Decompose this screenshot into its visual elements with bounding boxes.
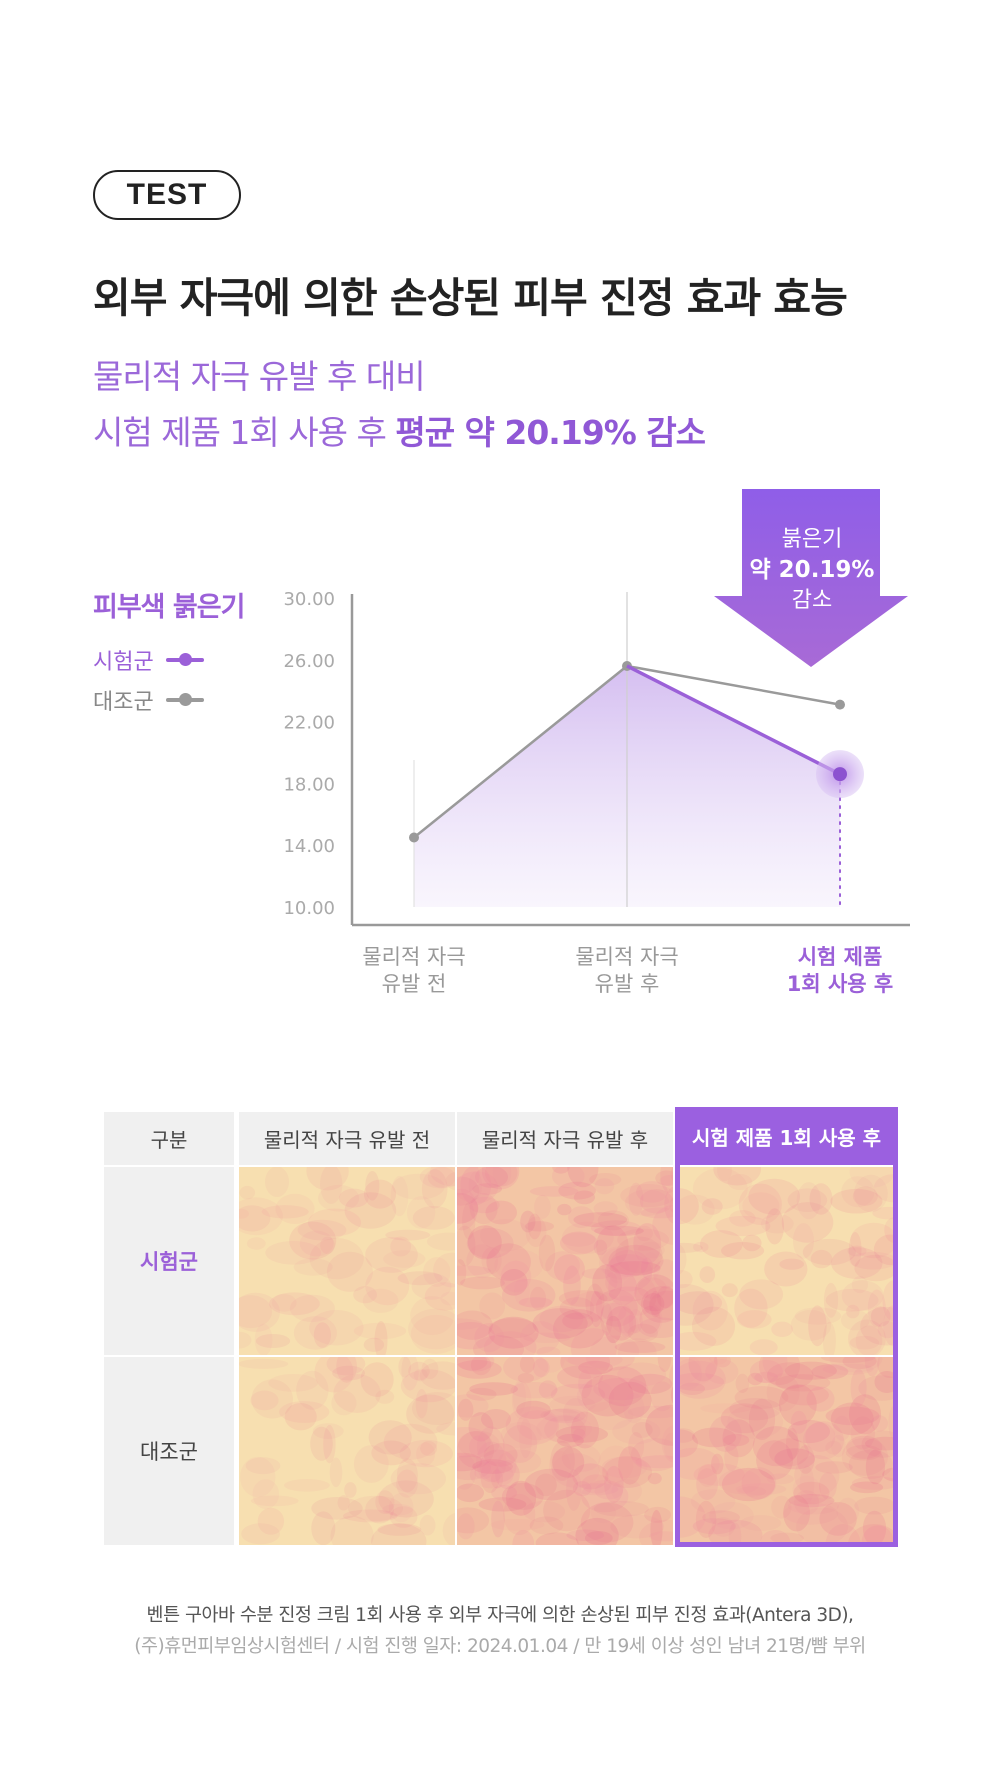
- legend-item-test-group: 시험군: [93, 644, 204, 676]
- subtitle-line-1: 물리적 자극 유발 후 대비: [93, 357, 426, 396]
- table-header-after-product: 시험 제품 1회 사용 후: [675, 1107, 898, 1165]
- skin-redness-image: [239, 1167, 455, 1355]
- skin-redness-image: [675, 1167, 898, 1355]
- row-label-control-group: 대조군: [104, 1357, 234, 1545]
- control-point: [835, 699, 845, 710]
- skin-redness-image: [457, 1357, 673, 1545]
- skin-redness-image: [457, 1167, 673, 1355]
- reduction-callout: 붉은기 약 20.19% 감소: [712, 489, 912, 669]
- callout-line-1: 붉은기: [781, 527, 843, 552]
- row-label-test-group: 시험군: [104, 1167, 234, 1355]
- skin-redness-image: [675, 1357, 898, 1545]
- test-badge: TEST: [93, 170, 241, 220]
- callout-arrow: [714, 489, 908, 667]
- test-point: [833, 767, 847, 782]
- y-tick-label: 18.00: [283, 774, 335, 795]
- x-tick-label: 물리적 자극 유발 후: [575, 945, 679, 996]
- callout-line-2: 약 20.19%: [749, 557, 875, 583]
- y-tick-label: 26.00: [283, 651, 335, 672]
- control-point: [409, 832, 419, 843]
- page-headline: 외부 자극에 의한 손상된 피부 진정 효과 효능: [93, 274, 848, 322]
- table-header-after-stimulus: 물리적 자극 유발 후: [457, 1112, 673, 1165]
- legend-marker-control-group: [165, 693, 204, 706]
- x-tick-label: 시험 제품 1회 사용 후: [786, 945, 894, 996]
- subtitle-highlight: 평균 약 20.19% 감소: [395, 413, 706, 452]
- chart-title: 피부색 붉은기: [93, 592, 245, 623]
- y-tick-label: 14.00: [283, 836, 335, 857]
- legend-item-control-group: 대조군: [93, 684, 204, 716]
- subtitle-plain: 시험 제품 1회 사용 후: [93, 413, 396, 452]
- footnote-line-2: (주)휴먼피부임상시험센터 / 시험 진행 일자: 2024.01.04 / 만…: [134, 1636, 866, 1657]
- y-tick-label: 30.00: [283, 589, 335, 610]
- footnote-line-1: 벤튼 구아바 수분 진정 크림 1회 사용 후 외부 자극에 의한 손상된 피부…: [146, 1605, 854, 1626]
- callout-text: 붉은기 약 20.19% 감소: [712, 525, 912, 616]
- table-header-category: 구분: [104, 1112, 234, 1165]
- y-tick-label: 22.00: [283, 713, 335, 734]
- line-chart: 30.00 26.00 22.00 18.00 14.00 10.00: [283, 489, 910, 927]
- test-series-line: [626, 664, 841, 776]
- callout-line-3: 감소: [791, 588, 833, 613]
- legend-label-control-group: 대조군: [93, 690, 154, 715]
- subtitle-line-2: 시험 제품 1회 사용 후 평균 약 20.19% 감소: [93, 406, 706, 454]
- legend-label-test-group: 시험군: [93, 650, 154, 675]
- x-tick-label: 물리적 자극 유발 전: [362, 945, 466, 996]
- legend-marker-test-group: [165, 653, 204, 666]
- y-tick-label: 10.00: [283, 898, 335, 919]
- skin-redness-image: [239, 1357, 455, 1545]
- table-header-before: 물리적 자극 유발 전: [239, 1112, 455, 1165]
